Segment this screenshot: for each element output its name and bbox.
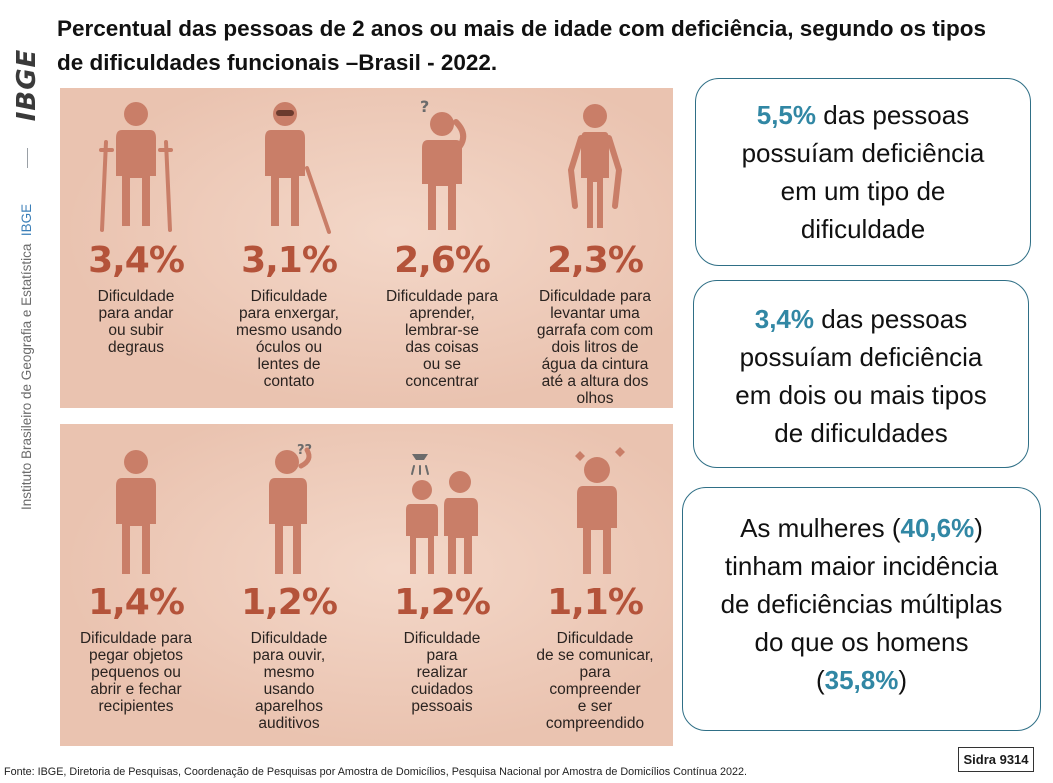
card-highlight-women: 40,6%	[900, 513, 975, 543]
difficulty-label: Dificuldade para pegar objetos pequenos …	[79, 630, 192, 715]
difficulty-label: Dificuldade para ouvir, mesmo usando apa…	[250, 630, 328, 732]
difficulties-panel-top: 3,4% Dificuldade para andar ou subir deg…	[60, 88, 673, 408]
card-text: das pessoas possuíam deficiência em um t…	[741, 100, 985, 244]
institute-caption: Instituto Brasileiro de Geografia e Esta…	[13, 175, 41, 510]
person-hands-icon	[116, 450, 156, 574]
sidra-table-badge: Sidra 9314	[958, 747, 1034, 772]
blind-person-cane-icon	[265, 102, 331, 234]
page-title: Percentual das pessoas de 2 anos ou mais…	[57, 16, 987, 75]
difficulty-percent: 1,2%	[394, 582, 491, 623]
difficulty-percent: 1,4%	[88, 582, 185, 623]
summary-card-one-type: 5,5% das pessoas possuíam deficiência em…	[695, 78, 1031, 266]
difficulty-label: Dificuldade para enxergar, mesmo usando …	[236, 288, 342, 390]
difficulty-percent: 2,3%	[547, 240, 644, 281]
svg-text:?: ?	[420, 98, 429, 116]
summary-card-gender: As mulheres (40,6%) tinham maior incidên…	[682, 487, 1041, 731]
difficulty-percent: 1,2%	[241, 582, 338, 623]
card-highlight-percent: 3,4%	[754, 304, 815, 334]
shower-assist-icon	[406, 454, 478, 574]
person-lifting-icon	[567, 104, 623, 228]
hearing-person-icon: ??	[269, 443, 312, 574]
crutches-person-icon	[99, 102, 173, 232]
sidebar-divider	[27, 148, 28, 168]
ibge-logo-text: IBGE	[12, 48, 42, 122]
source-note: Fonte: IBGE, Diretoria de Pesquisas, Coo…	[4, 766, 747, 778]
summary-card-multiple-types: 3,4% das pessoas possuíam deficiência em…	[693, 280, 1029, 468]
card-text-after: )	[898, 665, 908, 695]
institute-name: Instituto Brasileiro de Geografia e Esta…	[19, 243, 34, 510]
card-text-before: As mulheres (	[740, 513, 901, 543]
card-text-middle: ) tinham maior incidência de deficiência…	[720, 513, 1003, 695]
difficulty-percent: 3,1%	[241, 240, 338, 281]
communication-person-icon	[575, 447, 625, 574]
difficulty-label: Dificuldade para andar ou subir degraus	[97, 288, 175, 356]
card-highlight-men: 35,8%	[824, 665, 899, 695]
difficulty-percent: 3,4%	[88, 240, 185, 281]
difficulty-label: Dificuldade de se comunicar, para compre…	[536, 630, 654, 732]
difficulty-percent: 2,6%	[394, 240, 491, 281]
difficulty-label: Dificuldade para aprender, lembrar-se da…	[385, 288, 498, 390]
difficulty-label: Dificuldade para realizar cuidados pesso…	[403, 630, 481, 715]
institute-abbr: IBGE	[19, 203, 34, 237]
card-highlight-percent: 5,5%	[756, 100, 817, 130]
sidebar: IBGE Instituto Brasileiro de Geografia e…	[0, 0, 48, 783]
confused-person-icon: ?	[420, 98, 467, 230]
ibge-logo: IBGE	[12, 30, 42, 140]
difficulties-panel-bottom: 1,4% Dificuldade para pegar objetos pequ…	[60, 424, 673, 746]
card-text: das pessoas possuíam deficiência em dois…	[735, 304, 987, 448]
difficulty-label: Dificuldade para levantar uma garrafa co…	[536, 288, 654, 407]
difficulty-percent: 1,1%	[547, 582, 644, 623]
